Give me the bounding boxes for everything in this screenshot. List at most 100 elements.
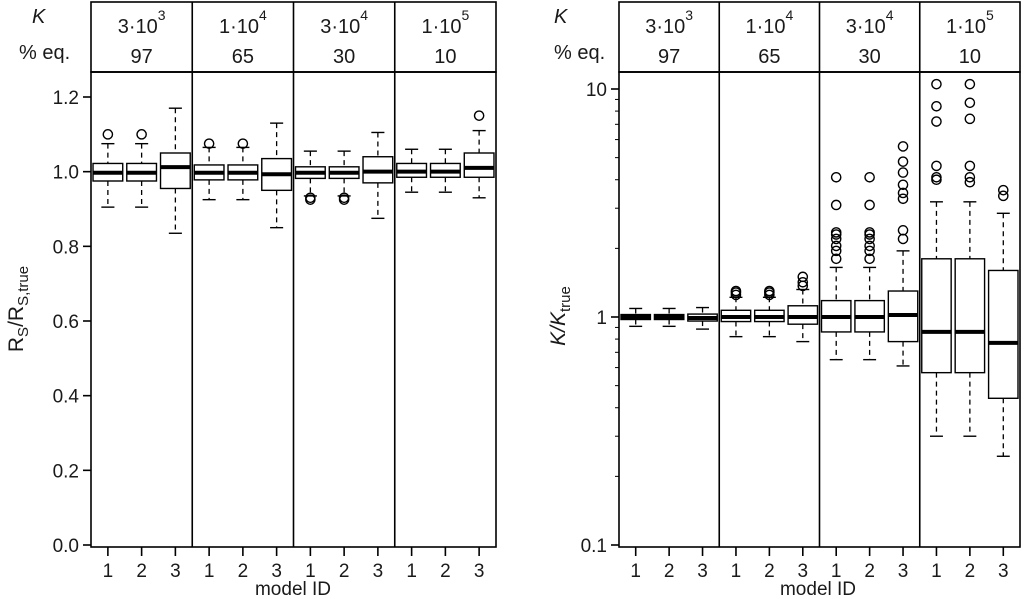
box-model-2 [854, 171, 886, 361]
left-ylabel: RS/RS,true [5, 266, 32, 352]
box-model-2 [429, 148, 461, 193]
box-model-2 [328, 150, 360, 205]
x-tick-label: 2 [339, 561, 350, 582]
group-eq-value: 30 [333, 46, 355, 68]
box-model-2 [227, 138, 259, 201]
y-tick-label: 0.1 [581, 536, 607, 557]
iqr-box [787, 305, 819, 325]
outlier-point [964, 78, 976, 90]
right-ylabel: K/Ktrue [547, 286, 574, 346]
outlier-point [864, 171, 875, 183]
x-tick-label: 3 [474, 561, 485, 582]
x-tick-label: 3 [697, 561, 708, 582]
outlier-point [864, 227, 875, 238]
y-tick-label: 10 [586, 80, 607, 101]
x-tick-label: 1 [931, 561, 942, 582]
outlier-point [797, 276, 809, 288]
x-tick-label: 2 [440, 561, 451, 582]
outlier-point [305, 192, 316, 204]
box-model-1 [294, 150, 326, 205]
y-tick-label: 0.6 [53, 312, 79, 333]
group-eq-value: 65 [232, 46, 254, 68]
left-eq-label: % eq. [19, 42, 70, 64]
outlier-point [897, 179, 909, 191]
outlier-point [897, 167, 909, 178]
outlier-point [338, 192, 350, 204]
outlier-point [830, 199, 842, 211]
outlier-point [931, 78, 942, 90]
group-eq-value: 30 [859, 46, 881, 68]
y-tick-label: 0.0 [53, 536, 79, 557]
outlier-point [864, 233, 875, 245]
box-model-3 [687, 306, 718, 330]
box-model-1 [820, 171, 852, 361]
outlier-point [730, 285, 742, 297]
outlier-point [830, 240, 842, 252]
group-k-value: 1·105 [421, 7, 469, 38]
box-model-1 [92, 129, 124, 208]
y-tick-label: 1 [596, 308, 607, 329]
outlier-point [830, 253, 842, 265]
x-tick-label: 3 [373, 561, 384, 582]
iqr-box [463, 152, 495, 178]
outlier-point [897, 141, 909, 152]
x-tick-label: 1 [103, 561, 114, 582]
right-k-label: K [554, 6, 569, 28]
y-tick-label: 0.4 [53, 387, 80, 408]
box-model-3 [261, 122, 293, 229]
box-model-1 [921, 78, 952, 437]
outlier-point [964, 176, 976, 188]
group-k-value: 1·104 [745, 7, 793, 38]
outlier-point [473, 110, 485, 121]
outlier-point [864, 240, 875, 252]
outlier-point [237, 138, 249, 149]
group-eq-value: 10 [959, 46, 981, 68]
outlier-point [897, 193, 909, 205]
box-model-3 [159, 107, 191, 234]
x-tick-label: 3 [271, 561, 282, 582]
outlier-point [897, 187, 909, 199]
iqr-box [954, 258, 986, 374]
x-tick-label: 1 [204, 561, 215, 582]
box-model-2 [653, 307, 685, 328]
x-tick-label: 3 [798, 561, 809, 582]
outlier-point [830, 245, 842, 257]
box-model-3 [887, 141, 919, 367]
outlier-point [764, 285, 775, 297]
outlier-point [997, 190, 1009, 202]
box-model-3 [787, 271, 819, 343]
x-tick-label: 1 [731, 561, 742, 582]
box-model-1 [396, 148, 428, 193]
outlier-point [830, 227, 842, 238]
group-k-value: 3·103 [118, 7, 166, 38]
box-model-1 [193, 138, 225, 201]
x-tick-label: 1 [406, 561, 417, 582]
outlier-point [864, 245, 875, 257]
outlier-point [203, 138, 215, 149]
x-tick-label: 3 [170, 561, 181, 582]
group-k-value: 3·104 [846, 7, 894, 38]
box-model-3 [362, 131, 394, 220]
x-tick-label: 2 [238, 561, 249, 582]
outlier-point [964, 160, 976, 172]
outlier-point [897, 156, 909, 167]
group-eq-value: 10 [434, 46, 456, 68]
outlier-point [864, 253, 875, 265]
outlier-point [931, 171, 942, 183]
right-xlabel: model ID [780, 579, 856, 599]
x-tick-label: 2 [764, 561, 775, 582]
x-tick-label: 2 [864, 561, 875, 582]
box-model-3 [463, 110, 495, 199]
iqr-box [159, 152, 191, 190]
right-chart-panel: K % eq. 3·103 97 1·104 65 3·104 30 1·105 10 0.1… [547, 1, 1021, 599]
left-chart-panel: K % eq. 3·103 97 1·104 65 3·104 30 1·105 10 0.0… [5, 1, 497, 599]
x-tick-label: 2 [965, 561, 976, 582]
outlier-point [897, 225, 909, 236]
outlier-point [102, 129, 114, 140]
outlier-point [136, 129, 147, 140]
iqr-box [921, 258, 952, 374]
outlier-point [997, 184, 1009, 196]
x-tick-label: 2 [136, 561, 147, 582]
x-tick-label: 1 [305, 561, 316, 582]
